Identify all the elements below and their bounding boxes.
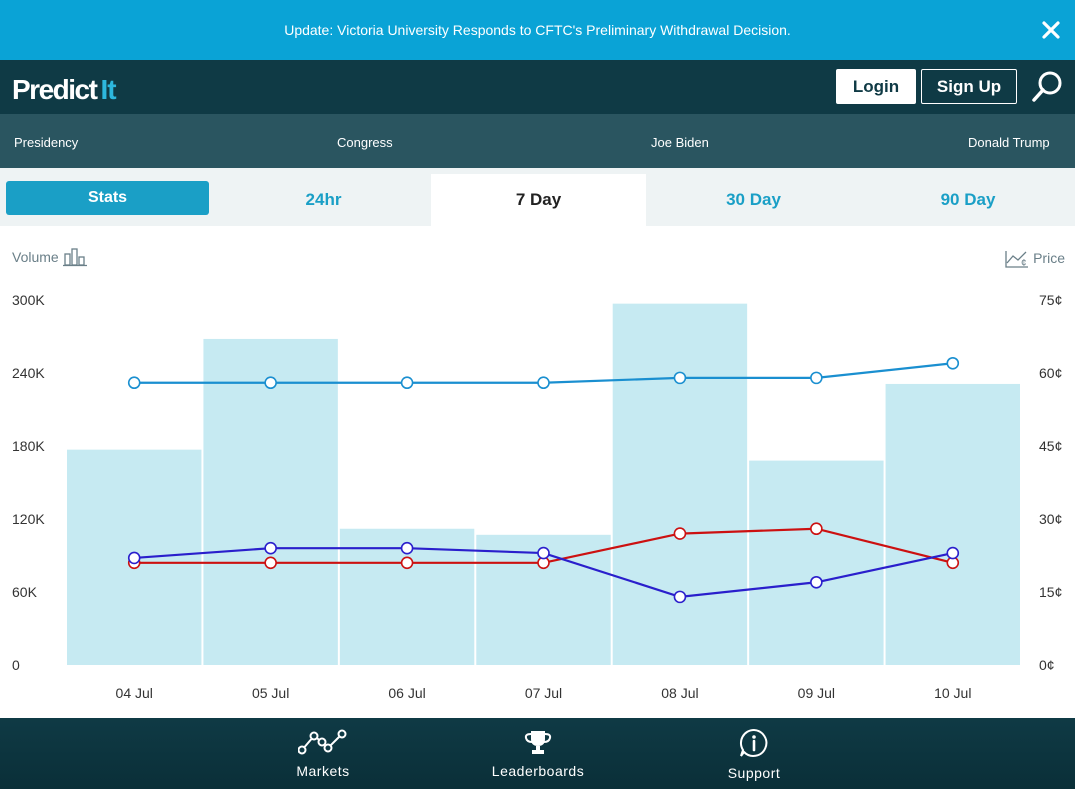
price-point [537, 546, 550, 560]
price-point [264, 376, 277, 390]
price-point [127, 376, 141, 390]
trophy-icon [524, 731, 552, 754]
y-left-tick-label: 60K [12, 584, 38, 600]
tab-7-day[interactable]: 7 Day [431, 174, 646, 226]
close-icon[interactable] [1039, 18, 1063, 42]
predictit-logo[interactable]: Predict It [12, 74, 117, 106]
price-point [673, 527, 687, 540]
price-point [400, 541, 414, 555]
bottom-nav: Markets Leaderboards Support [0, 718, 1075, 789]
login-button[interactable]: Login [836, 69, 916, 104]
y-right-tick-label: 0¢ [1039, 657, 1055, 673]
line-chart-icon: ¢ [1005, 251, 1029, 269]
x-tick-label: 08 Jul [661, 685, 698, 701]
x-tick-label: 07 Jul [525, 685, 562, 701]
price-legend[interactable]: ¢ Price [1004, 247, 1065, 269]
top-header: Predict It Login Sign Up [0, 60, 1075, 114]
timeframe-tabs: Stats 24hr 7 Day 30 Day 90 Day [0, 168, 1075, 226]
y-right-tick-label: 30¢ [1039, 511, 1062, 527]
y-left-tick-label: 0 [12, 657, 20, 673]
volume-legend[interactable]: Volume [12, 247, 88, 267]
y-left-tick-label: 300K [12, 292, 45, 308]
y-right-tick-label: 75¢ [1039, 292, 1062, 308]
price-point [810, 522, 823, 536]
price-volume-chart: Volume ¢ Price 0 60K 120K 180K 240K 300K 0¢ 15¢… [0, 226, 1075, 718]
price-point [673, 590, 687, 604]
tab-90-day[interactable]: 90 Day [940, 190, 996, 209]
price-point [264, 556, 277, 570]
x-tick-label: 10 Jul [934, 685, 971, 701]
bottom-nav-leaderboards-label: Leaderboards [491, 763, 585, 779]
nav-item-joe-biden[interactable]: Joe Biden [651, 135, 709, 150]
nav-item-donald-trump[interactable]: Donald Trump [968, 135, 1050, 150]
logo-text-it: It [100, 74, 116, 105]
volume-bar [749, 460, 884, 665]
x-tick-label: 05 Jul [252, 685, 289, 701]
y-right-tick-label: 60¢ [1039, 365, 1062, 381]
price-point [537, 376, 550, 390]
bottom-nav-support-label: Support [727, 765, 781, 781]
bottom-nav-leaderboards[interactable]: Leaderboards [478, 728, 598, 779]
sign-up-button[interactable]: Sign Up [921, 69, 1017, 104]
y-left-tick-label: 180K [12, 438, 45, 454]
nav-item-presidency[interactable]: Presidency [14, 135, 79, 150]
bottom-nav-markets-label: Markets [296, 763, 350, 779]
bottom-nav-markets[interactable]: Markets [263, 728, 383, 779]
search-icon[interactable] [1030, 70, 1064, 104]
info-icon [739, 728, 768, 757]
y-left-tick-label: 120K [12, 511, 45, 527]
svg-text:¢: ¢ [1021, 258, 1027, 269]
price-point [127, 551, 141, 565]
y-left-tick-label: 240K [12, 365, 45, 381]
y-right-tick-label: 45¢ [1039, 438, 1062, 454]
tab-24hr[interactable]: 24hr [305, 190, 342, 209]
tab-stats[interactable]: Stats [6, 181, 209, 215]
price-label: Price [1033, 250, 1065, 266]
volume-label: Volume [12, 249, 59, 265]
logo-text-predict: Predict [12, 74, 98, 105]
bar-chart-icon [62, 248, 87, 267]
chart-svg: 0 60K 120K 180K 240K 300K 0¢ 15¢ 30¢ 45¢ 60¢ 75¢ 04 … [12, 292, 1062, 701]
bottom-nav-support[interactable]: Support [694, 728, 814, 781]
price-point [946, 546, 960, 560]
x-tick-label: 06 Jul [388, 685, 425, 701]
x-tick-label: 09 Jul [798, 685, 835, 701]
announcement-text[interactable]: Update: Victoria University Responds to … [284, 22, 791, 38]
price-point [810, 371, 823, 385]
price-point [946, 356, 960, 370]
announcement-bar: Update: Victoria University Responds to … [0, 0, 1075, 60]
price-point [400, 376, 414, 390]
x-tick-label: 04 Jul [116, 685, 153, 701]
price-point [810, 575, 823, 589]
price-point [400, 556, 414, 570]
tab-30-day[interactable]: 30 Day [726, 190, 781, 209]
y-right-tick-label: 15¢ [1039, 584, 1062, 600]
nav-item-congress[interactable]: Congress [337, 135, 393, 150]
volume-bar [885, 383, 1020, 665]
price-point [264, 541, 277, 555]
category-nav: Presidency Congress Joe Biden Donald Tru… [0, 114, 1075, 168]
markets-icon [298, 729, 347, 755]
price-point [673, 371, 687, 385]
volume-bar [203, 338, 338, 665]
volume-bar [612, 303, 748, 665]
